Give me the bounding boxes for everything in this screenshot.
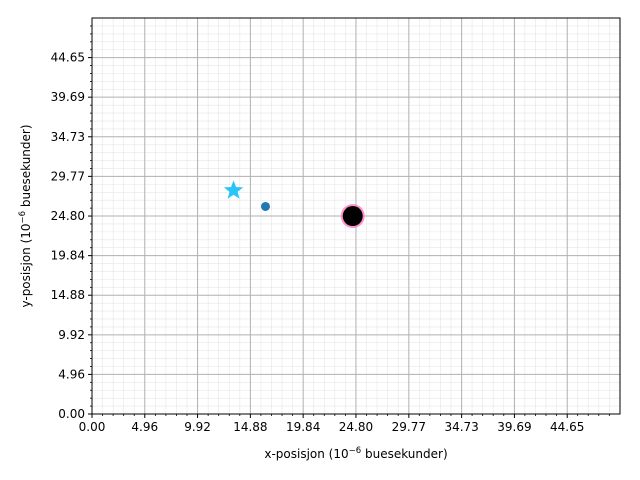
y-axis-label: y-posisjon (10−6 buesekunder)	[18, 124, 33, 307]
x-tick-label: 4.96	[131, 420, 158, 434]
y-tick-label: 24.80	[51, 209, 85, 223]
y-tick-label: 29.77	[51, 169, 85, 183]
y-tick-label: 4.96	[58, 367, 85, 381]
black-hole-marker	[342, 206, 363, 227]
y-tick-label: 34.73	[51, 130, 85, 144]
x-tick-label: 24.80	[339, 420, 373, 434]
x-axis-label: x-posisjon (10−6 buesekunder)	[264, 446, 447, 461]
x-tick-label: 14.88	[233, 420, 267, 434]
x-tick-label: 34.73	[444, 420, 478, 434]
x-tick-label: 9.92	[184, 420, 211, 434]
y-tick-label: 44.65	[51, 51, 85, 65]
x-tick-label: 39.69	[497, 420, 531, 434]
y-tick-label: 39.69	[51, 90, 85, 104]
y-tick-label: 14.88	[51, 288, 85, 302]
y-tick-label: 9.92	[58, 328, 85, 342]
y-tick-label: 19.84	[51, 249, 85, 263]
point-marker	[260, 201, 270, 211]
data-points	[223, 180, 365, 229]
x-tick-labels: 0.00 4.96 9.92 14.88 19.84 24.80 29.77 34.73 39.…	[79, 420, 585, 434]
y-tick-label: 0.00	[58, 407, 85, 421]
x-tick-label: 19.84	[286, 420, 320, 434]
x-tick-label: 44.65	[550, 420, 584, 434]
x-tick-label: 0.00	[79, 420, 106, 434]
star-marker	[223, 180, 244, 199]
x-tick-label: 29.77	[392, 420, 426, 434]
y-tick-labels: 0.00 4.96 9.92 14.88 19.84 24.80 29.77 34.73 39.…	[51, 51, 85, 421]
axis-ticks	[88, 25, 610, 418]
